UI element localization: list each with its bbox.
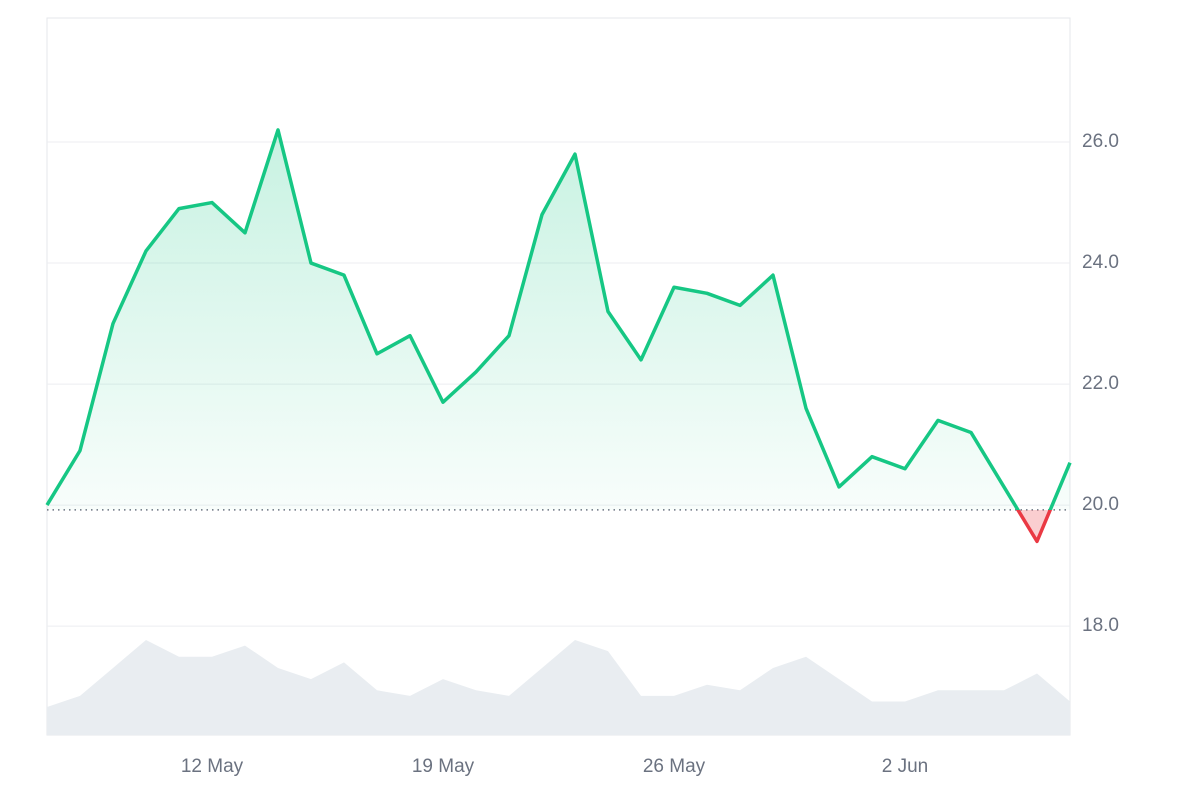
volume-area xyxy=(47,640,1070,735)
y-tick-label: 26.0 xyxy=(1082,131,1119,152)
area xyxy=(47,129,1070,542)
x-tick-label: 19 May xyxy=(412,756,475,777)
x-tick-label: 26 May xyxy=(643,756,706,777)
y-tick-label: 18.0 xyxy=(1082,615,1119,636)
x-tick-label: 12 May xyxy=(181,756,244,777)
y-tick-label: 24.0 xyxy=(1082,252,1119,273)
price-line xyxy=(45,128,1072,544)
x-tick-label: 2 Jun xyxy=(882,756,928,777)
y-tick-label: 22.0 xyxy=(1082,373,1119,394)
y-tick-label: 20.0 xyxy=(1082,494,1119,515)
